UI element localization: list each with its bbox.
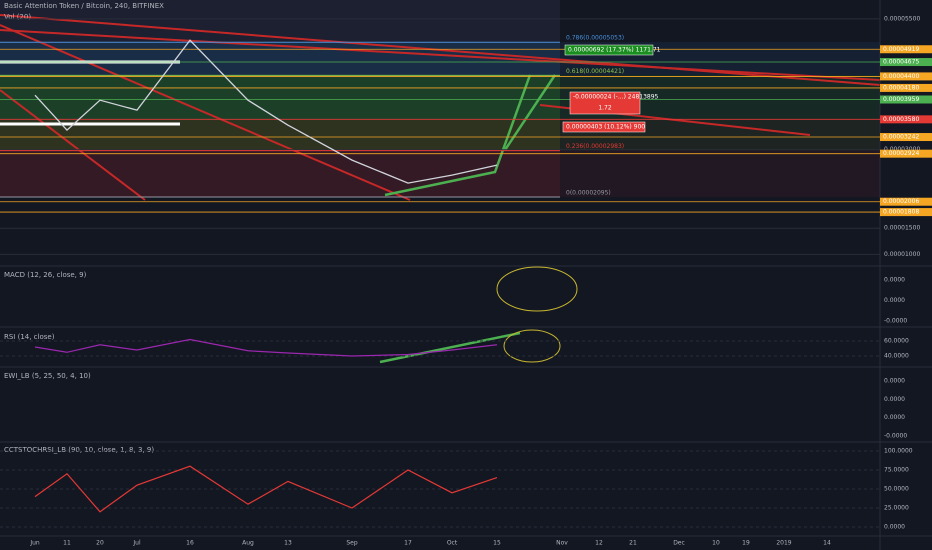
y-tick-label: 0.0000 (884, 277, 905, 284)
y-tick-label: -0.0000 (884, 318, 907, 325)
indicator-line (34, 338, 498, 357)
price-box (880, 72, 932, 81)
x-tick-label: Dec (673, 540, 685, 547)
price-label: 0.00001808 (883, 209, 919, 216)
price-box (880, 95, 932, 104)
panel-title: MACD (12, 26, close, 9) (4, 271, 87, 279)
x-tick-label: Jun (29, 540, 40, 547)
x-tick-label: 16 (186, 540, 194, 547)
y-tick-label: 0.0000 (884, 297, 905, 304)
y-tick-label: 100.0000 (884, 447, 913, 454)
trend-line (379, 331, 521, 364)
price-label: 0.00002006 (883, 198, 919, 205)
price-box (880, 58, 932, 67)
x-tick-label: 17 (404, 540, 412, 547)
measure-label: -0.00000024 (-...) 24813895 (573, 94, 659, 101)
x-tick-label: 13 (284, 540, 292, 547)
price-label: 0.00004180 (883, 84, 919, 91)
price-box (880, 149, 932, 158)
trend-line (0, 24, 411, 201)
y-tick-label: 0.0000 (884, 378, 905, 385)
y-tick-label: -0.0000 (884, 433, 907, 440)
trend-line (0, 14, 881, 86)
price-box (880, 208, 932, 217)
x-tick-label: 15 (493, 540, 501, 547)
highlight (496, 266, 578, 312)
y-tick-label: 60.0000 (884, 338, 909, 345)
subtitle: Vol (20) (4, 13, 31, 21)
price-label: 0.00003242 (883, 134, 919, 141)
price-label: 0.00004919 (883, 46, 919, 53)
measure-label: 0.00000692 (17.37%) 1171.71 (568, 47, 661, 54)
chart-title: Basic Attention Token / Bitcoin, 240, BI… (4, 2, 164, 10)
measure-box (569, 91, 641, 115)
y-tick-label: 0.0000 (884, 414, 905, 421)
x-tick-label: Sep (346, 540, 358, 547)
y-tick-label: 75.0000 (884, 466, 909, 473)
x-tick-label: 21 (629, 540, 637, 547)
trend-line (503, 74, 557, 151)
x-tick-label: Oct (447, 540, 458, 547)
x-tick-label: 20 (96, 540, 104, 547)
price-box (880, 83, 932, 92)
trend-line (0, 89, 146, 201)
y-tick-label: 0.00001500 (884, 225, 920, 232)
price-box (880, 197, 932, 206)
y-tick-label: 25.0000 (884, 505, 909, 512)
future-area (560, 0, 880, 265)
x-tick-label: 19 (742, 540, 750, 547)
x-tick-label: 12 (595, 540, 603, 547)
price-box (880, 133, 932, 142)
price-label: 0.00004400 (883, 73, 919, 80)
fib-label: 0.786(0.00005053) (566, 35, 624, 42)
y-tick-label: 50.0000 (884, 486, 909, 493)
highlight (503, 329, 561, 363)
y-tick-label: 0.0000 (884, 396, 905, 403)
panel-title: CCTSTOCHRSI_LB (90, 10, close, 1, 8, 3, … (4, 446, 154, 454)
y-tick-label: 0.00001000 (884, 251, 920, 258)
measure-box (562, 121, 646, 133)
price-box (880, 45, 932, 54)
indicator-line (34, 465, 498, 513)
x-tick-label: Nov (556, 540, 568, 547)
measure-box (564, 44, 654, 56)
panel-title: RSI (14, close) (4, 333, 55, 341)
trend-line (384, 74, 532, 197)
fib-label: 0.236(0.00002983) (566, 143, 624, 150)
measure-label: 0.00000403 (10.12%) 900 (566, 124, 645, 131)
x-tick-label: Jul (132, 540, 141, 547)
y-tick-label: 0.0000 (884, 524, 905, 531)
price-label: 0.00002924 (883, 150, 919, 157)
price-label: 0.00004675 (883, 59, 919, 66)
panel-title: EWI_LB (5, 25, 50, 4, 10) (4, 372, 91, 380)
price-box (880, 115, 932, 124)
fib-label: 0.618(0.00004421) (566, 68, 624, 75)
y-tick-label: 0.00005500 (884, 15, 920, 22)
x-tick-label: 10 (712, 540, 720, 547)
y-tick-label: 40.0000 (884, 353, 909, 360)
x-tick-label: 14 (823, 540, 831, 547)
price-label: 0.00003959 (883, 96, 919, 103)
price-label: 0.00003580 (883, 116, 919, 123)
x-tick-label: Aug (242, 540, 254, 547)
x-tick-label: 11 (63, 540, 71, 547)
trend-line (0, 29, 881, 81)
price-line (34, 39, 498, 184)
x-tick-label: 2019 (776, 540, 791, 547)
fib-label: 0(0.00002095) (566, 190, 611, 197)
measure-sub: 1.72 (598, 105, 612, 112)
